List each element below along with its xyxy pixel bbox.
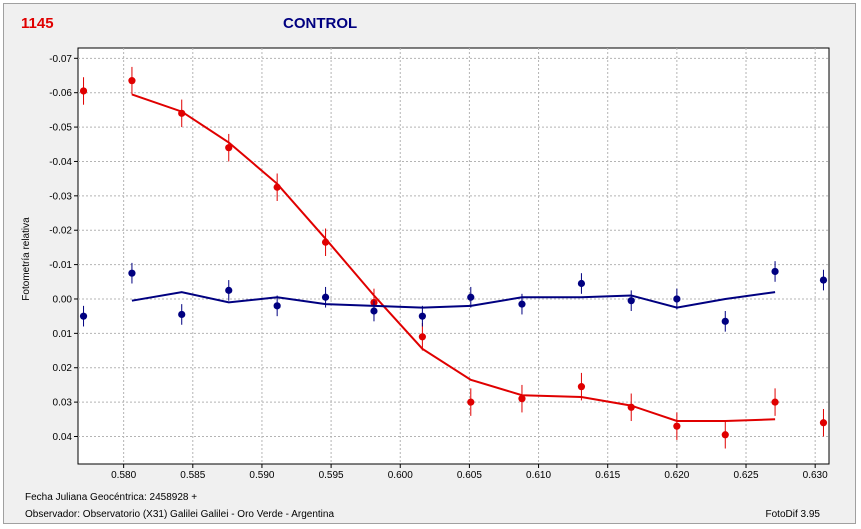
fit-line bbox=[131, 93, 776, 422]
fit-line bbox=[131, 291, 776, 309]
data-point bbox=[771, 398, 779, 406]
data-point bbox=[273, 302, 281, 310]
data-point bbox=[79, 312, 88, 320]
y-tick-label: 0.00 bbox=[53, 294, 73, 305]
y-tick-label: -0.01 bbox=[49, 260, 72, 271]
y-tick-label: 0.04 bbox=[53, 432, 73, 443]
data-point bbox=[128, 77, 136, 85]
data-point bbox=[518, 300, 526, 308]
data-point bbox=[577, 383, 586, 391]
y-tick-label: 0.01 bbox=[53, 329, 73, 340]
data-point bbox=[518, 395, 526, 403]
data-point bbox=[771, 267, 779, 276]
y-tick-label: -0.05 bbox=[49, 123, 72, 134]
x-tick-label: 0.630 bbox=[803, 470, 828, 481]
data-point bbox=[321, 238, 330, 246]
data-point bbox=[673, 422, 681, 430]
data-point bbox=[178, 310, 186, 319]
series-1 bbox=[79, 66, 828, 449]
data-point bbox=[467, 398, 475, 406]
data-point bbox=[819, 276, 828, 284]
y-tick-label: -0.02 bbox=[49, 226, 72, 237]
data-point bbox=[418, 312, 426, 320]
y-axis-label: Fotometría relativa bbox=[21, 217, 32, 301]
data-point bbox=[321, 293, 330, 301]
x-tick-label: 0.620 bbox=[664, 470, 689, 481]
chart-window: 1145 CONTROL 0.580 0.585 0.590 0.595 0.600 0.… bbox=[3, 3, 856, 524]
x-tick-label: 0.590 bbox=[249, 470, 274, 481]
series-2 bbox=[79, 261, 828, 332]
data-point bbox=[79, 87, 88, 95]
data-point bbox=[370, 307, 378, 315]
chart-canvas: 1145 CONTROL 0.580 0.585 0.590 0.595 0.600 0.… bbox=[21, 15, 830, 520]
data-point bbox=[128, 269, 136, 277]
y-tick-label: 0.03 bbox=[53, 398, 73, 409]
grid bbox=[78, 48, 829, 464]
footer-date-line: Fecha Juliana Geocéntrica: 2458928 + bbox=[25, 492, 197, 503]
y-tick-label: -0.04 bbox=[49, 157, 72, 168]
chart-title: CONTROL bbox=[283, 15, 357, 32]
data-point bbox=[467, 293, 475, 301]
y-tick-label: -0.03 bbox=[49, 191, 72, 202]
star-id-label: 1145 bbox=[21, 15, 54, 32]
x-tick-label: 0.615 bbox=[595, 470, 620, 481]
x-tick-label: 0.595 bbox=[319, 470, 344, 481]
data-point bbox=[178, 109, 186, 117]
data-point bbox=[418, 333, 426, 341]
axis-ticks: 0.580 0.585 0.590 0.595 0.600 0.605 0.610 0.615… bbox=[49, 54, 828, 481]
x-tick-label: 0.625 bbox=[734, 470, 759, 481]
data-point bbox=[819, 419, 828, 427]
data-point bbox=[225, 144, 233, 152]
data-point bbox=[721, 431, 729, 439]
data-point bbox=[627, 297, 635, 305]
data-point bbox=[627, 403, 635, 411]
x-tick-label: 0.580 bbox=[111, 470, 136, 481]
x-tick-label: 0.610 bbox=[526, 470, 551, 481]
series-group bbox=[79, 66, 828, 449]
x-tick-label: 0.605 bbox=[457, 470, 482, 481]
data-point bbox=[225, 286, 233, 294]
y-tick-label: -0.07 bbox=[49, 54, 72, 65]
x-tick-label: 0.585 bbox=[180, 470, 205, 481]
data-point bbox=[721, 317, 729, 325]
footer-observer-line: Observador: Observatorio (X31) Galilei G… bbox=[25, 509, 334, 520]
plot-area bbox=[77, 47, 830, 465]
software-version: FotoDif 3.95 bbox=[766, 509, 821, 520]
y-tick-label: -0.06 bbox=[49, 88, 72, 99]
data-point bbox=[673, 295, 681, 303]
data-point bbox=[577, 279, 586, 288]
y-tick-label: 0.02 bbox=[53, 363, 73, 374]
data-point bbox=[273, 183, 281, 191]
x-tick-label: 0.600 bbox=[388, 470, 413, 481]
